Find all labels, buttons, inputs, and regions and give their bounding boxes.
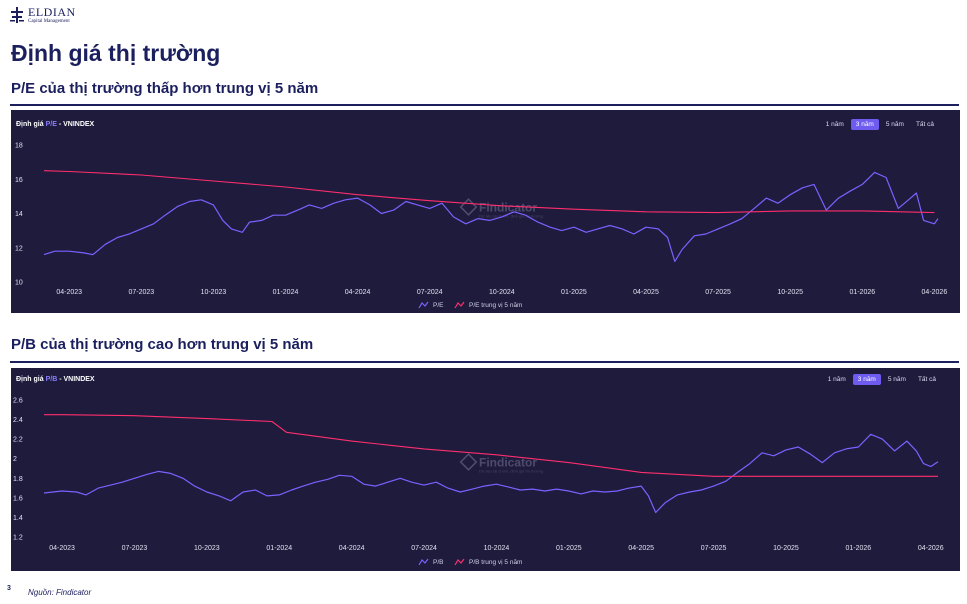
pb-range-button[interactable]: 3 năm bbox=[852, 374, 881, 385]
pe-legend-label: P/E bbox=[433, 302, 444, 309]
pe-x-tick-label: 04-2023 bbox=[56, 289, 82, 296]
source-note: Nguồn: Findicator bbox=[28, 588, 92, 597]
pe-chart-label-metric: P/E bbox=[45, 121, 57, 128]
pb-section-divider bbox=[10, 361, 959, 363]
pb-legend-swatch bbox=[418, 558, 429, 566]
pb-watermark-icon bbox=[459, 453, 478, 471]
pe-y-tick-label: 12 bbox=[15, 245, 23, 252]
pb-y-tick-label: 1.2 bbox=[13, 535, 23, 542]
pb-range-button[interactable]: 5 năm bbox=[887, 376, 906, 383]
pe-x-tick-label: 04-2024 bbox=[345, 289, 371, 296]
pb-watermark-name: Findicator bbox=[479, 456, 537, 470]
logo-tagline: Capital Management bbox=[28, 19, 70, 24]
pe-watermark-tagline: Dữ liệu tài chính, định giá thị trường bbox=[479, 214, 543, 219]
pe-median-line bbox=[43, 170, 935, 214]
pe-y-tick-label: 14 bbox=[15, 211, 23, 218]
pe-chart-panel: Định giá P/E - VNINDEX 1 năm 3 năm 5 năm Tấ… bbox=[11, 110, 960, 313]
pb-chart-label-metric: P/B bbox=[45, 376, 58, 383]
pe-section-divider bbox=[10, 104, 959, 106]
pe-x-tick-label: 07-2023 bbox=[128, 289, 154, 296]
pb-x-tick-label: 10-2023 bbox=[194, 545, 220, 552]
page-title: Định giá thị trường bbox=[11, 40, 221, 66]
pe-chart-label: Định giá P/E - VNINDEX bbox=[16, 121, 94, 128]
pe-watermark-name: Findicator bbox=[479, 201, 537, 215]
pb-x-tick-label: 01-2025 bbox=[556, 545, 582, 552]
pb-legend-swatch bbox=[454, 558, 465, 566]
pb-y-tick-label: 2.6 bbox=[13, 398, 23, 405]
pb-legend-label: P/B bbox=[433, 559, 443, 566]
pe-legend-label: P/E trung vị 5 năm bbox=[469, 302, 522, 309]
pe-legend-item[interactable]: P/E bbox=[418, 301, 444, 309]
pb-y-tick-label: 2.4 bbox=[13, 417, 23, 424]
pb-series-line bbox=[43, 433, 939, 514]
pe-chart-label-suffix: - VNINDEX bbox=[58, 121, 95, 128]
pb-x-tick-label: 04-2023 bbox=[49, 545, 75, 552]
pb-x-tick-label: 04-2024 bbox=[339, 545, 365, 552]
pe-y-tick-label: 16 bbox=[15, 177, 23, 184]
pe-x-tick-label: 07-2025 bbox=[705, 289, 731, 296]
pe-x-tick-label: 04-2026 bbox=[922, 289, 948, 296]
pb-y-tick-label: 1.6 bbox=[13, 495, 23, 502]
pe-y-tick-label: 18 bbox=[15, 143, 23, 150]
pb-legend-item[interactable]: P/B trung vị 5 năm bbox=[454, 558, 522, 566]
pe-x-tick-label: 10-2025 bbox=[777, 289, 803, 296]
pb-chart-label-prefix: Định giá bbox=[16, 376, 44, 383]
pb-range-selector: 1 năm 3 năm 5 năm Tất cả bbox=[823, 374, 941, 385]
pb-y-tick-label: 2.2 bbox=[13, 437, 23, 444]
pe-section-title: P/E của thị trường thấp hơn trung vị 5 n… bbox=[11, 80, 319, 97]
pb-x-tick-label: 04-2026 bbox=[918, 545, 944, 552]
pb-x-tick-label: 01-2024 bbox=[266, 545, 292, 552]
pb-chart-label-suffix: - VNINDEX bbox=[59, 376, 95, 383]
pe-x-tick-label: 01-2024 bbox=[273, 289, 299, 296]
pe-x-tick-label: 10-2024 bbox=[489, 289, 515, 296]
pb-watermark-tagline: Dữ liệu tài chính, định giá thị trường bbox=[479, 469, 543, 474]
company-logo: ELDIAN Capital Management bbox=[10, 6, 76, 24]
pe-legend-swatch bbox=[454, 301, 465, 309]
pe-x-tick-label: 04-2025 bbox=[633, 289, 659, 296]
logo-name: ELDIAN bbox=[28, 5, 76, 19]
pb-chart-label: Định giá P/B - VNINDEX bbox=[16, 376, 95, 383]
page-number: 3 bbox=[7, 585, 11, 592]
pb-y-tick-label: 1.4 bbox=[13, 515, 23, 522]
pe-legend-swatch bbox=[418, 301, 429, 309]
pb-x-tick-label: 01-2026 bbox=[846, 545, 872, 552]
pb-y-tick-label: 1.8 bbox=[13, 476, 23, 483]
pb-x-tick-label: 07-2024 bbox=[411, 545, 437, 552]
pe-range-button[interactable]: 3 năm bbox=[850, 119, 879, 130]
pe-x-tick-label: 01-2025 bbox=[561, 289, 587, 296]
pb-range-button[interactable]: 1 năm bbox=[827, 376, 846, 383]
pe-range-button[interactable]: 5 năm bbox=[885, 121, 904, 128]
pe-watermark-icon bbox=[459, 198, 478, 216]
pb-y-tick-label: 2 bbox=[13, 456, 17, 463]
pb-x-tick-label: 10-2025 bbox=[773, 545, 799, 552]
pe-x-tick-label: 07-2024 bbox=[417, 289, 443, 296]
pb-legend-item[interactable]: P/B bbox=[418, 558, 443, 566]
pb-chart-panel: Định giá P/B - VNINDEX 1 năm 3 năm 5 năm Tấ… bbox=[11, 368, 960, 571]
logo-icon bbox=[10, 7, 24, 23]
pb-median-line bbox=[44, 414, 938, 477]
pb-x-tick-label: 07-2023 bbox=[122, 545, 148, 552]
pb-legend-label: P/B trung vị 5 năm bbox=[469, 559, 522, 566]
pb-range-button[interactable]: Tất cả bbox=[917, 376, 936, 383]
pe-y-tick-label: 10 bbox=[15, 280, 23, 287]
pe-range-button[interactable]: Tất cả bbox=[915, 121, 934, 128]
pe-series-line bbox=[43, 171, 939, 263]
pe-x-tick-label: 01-2026 bbox=[849, 289, 875, 296]
pb-x-tick-label: 10-2024 bbox=[484, 545, 510, 552]
pe-range-selector: 1 năm 3 năm 5 năm Tất cả bbox=[821, 119, 939, 130]
pe-legend-item[interactable]: P/E trung vị 5 năm bbox=[454, 301, 522, 309]
pb-x-tick-label: 07-2025 bbox=[701, 545, 727, 552]
pe-chart-label-prefix: Định giá bbox=[16, 121, 44, 128]
pe-x-tick-label: 10-2023 bbox=[201, 289, 227, 296]
pe-range-button[interactable]: 1 năm bbox=[825, 121, 844, 128]
pb-x-tick-label: 04-2025 bbox=[628, 545, 654, 552]
pb-section-title: P/B của thị trường cao hơn trung vị 5 nă… bbox=[11, 336, 314, 353]
